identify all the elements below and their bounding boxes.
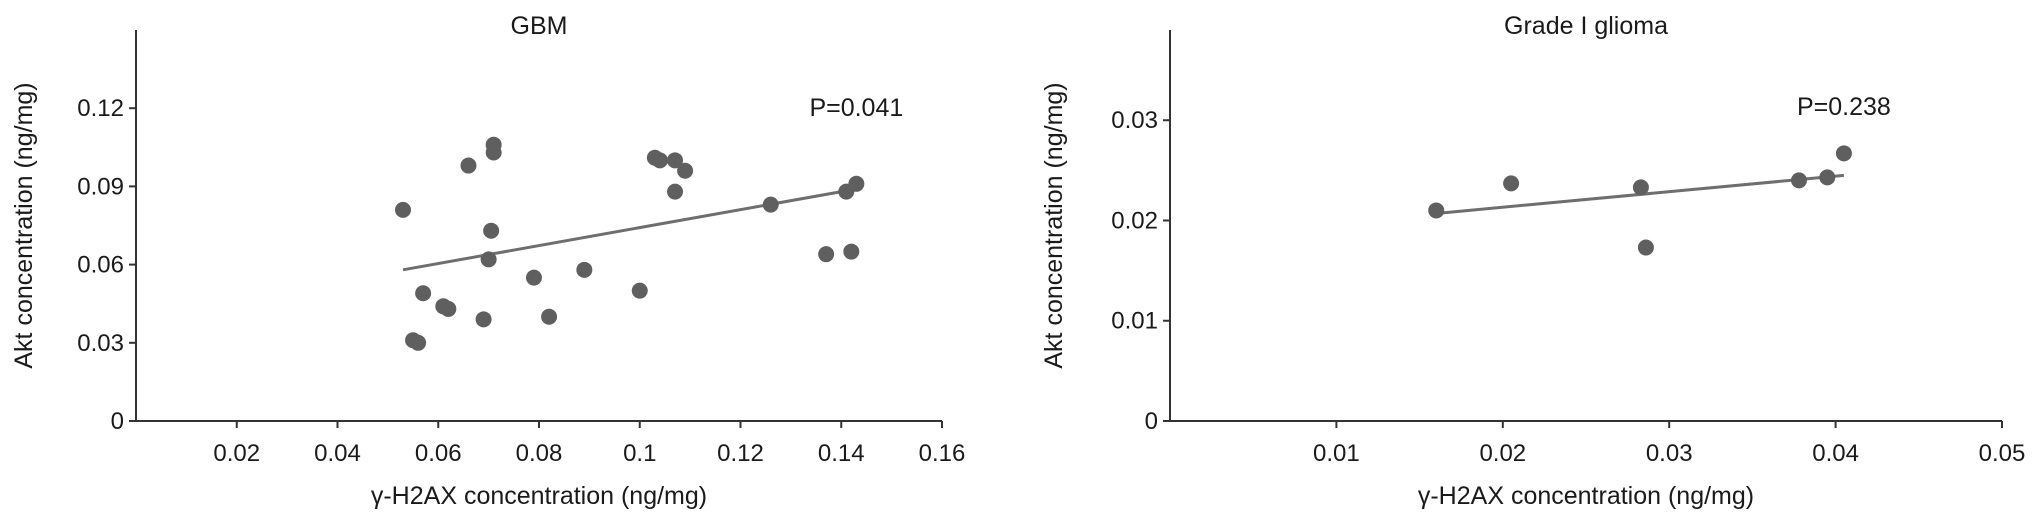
chart-title: GBM [511, 12, 568, 40]
data-point [848, 175, 865, 192]
data-point [818, 246, 835, 263]
x-tick-label: 0.02 [213, 440, 260, 467]
data-point [677, 162, 694, 179]
regression-line [402, 187, 857, 272]
p-value-annotation: P=0.238 [1797, 93, 1891, 121]
x-tick-label: 0.16 [919, 440, 966, 467]
y-tick-label: 0.12 [77, 95, 124, 122]
data-point [1632, 179, 1649, 196]
data-point [843, 243, 860, 260]
y-tick-label: 0.01 [1111, 308, 1158, 335]
x-tick-label: 0.01 [1313, 440, 1360, 467]
data-point [485, 144, 502, 161]
x-tick-label: 0.14 [818, 440, 865, 467]
data-point [525, 269, 542, 286]
data-point [667, 183, 684, 200]
y-axis-title: Akt concentration (ng/mg) [1040, 82, 1068, 368]
data-point [483, 222, 500, 239]
x-tick-label: 0.03 [1646, 440, 1693, 467]
data-point [1637, 239, 1654, 256]
chart-gbm: GBM 0.02 0.04 0.06 0.08 0.1 0.12 0.14 0.16 0 0.03 0… [10, 12, 965, 510]
data-point [1503, 175, 1520, 192]
data-point [651, 152, 668, 169]
data-point [1428, 202, 1445, 219]
data-point [1835, 145, 1852, 162]
y-tick-label: 0 [111, 408, 124, 435]
y-tick-label: 0.03 [77, 330, 124, 357]
x-tick-label: 0.06 [415, 440, 462, 467]
p-value-annotation: P=0.041 [809, 94, 903, 122]
data-point [667, 152, 684, 169]
data-point [415, 285, 432, 302]
x-tick-label: 0.1 [623, 440, 656, 467]
data-point [1790, 172, 1807, 189]
data-point [410, 334, 427, 351]
data-point [762, 196, 779, 213]
y-tick-label: 0 [1145, 408, 1158, 435]
chart-title: Grade I glioma [1504, 12, 1668, 40]
y-tick-label: 0.03 [1111, 107, 1158, 134]
data-point [480, 251, 497, 268]
x-tick-label: 0.08 [516, 440, 563, 467]
data-point [576, 261, 593, 278]
x-axis-title: γ-H2AX concentration (ng/mg) [1418, 482, 1754, 510]
data-point [394, 201, 411, 218]
y-tick-label: 0.06 [77, 252, 124, 279]
y-axis-title: Akt concentration (ng/mg) [10, 82, 38, 368]
x-tick-label: 0.04 [314, 440, 361, 467]
x-tick-label: 0.04 [1812, 440, 1859, 467]
x-tick-label: 0.05 [1979, 440, 2026, 467]
data-point [1819, 169, 1836, 186]
data-point [460, 157, 477, 174]
data-point [631, 282, 648, 299]
x-tick-label: 0.12 [717, 440, 764, 467]
data-point [440, 300, 457, 317]
x-tick-label: 0.02 [1479, 440, 1526, 467]
y-tick-label: 0.02 [1111, 207, 1158, 234]
x-axis-title: γ-H2AX concentration (ng/mg) [371, 482, 707, 510]
data-point [475, 311, 492, 328]
y-tick-label: 0.09 [77, 173, 124, 200]
data-point [541, 308, 558, 325]
chart-grade-i-glioma: Grade I glioma 0.01 0.02 0.03 0.04 0.05 0 0.01 0… [1040, 12, 2025, 510]
